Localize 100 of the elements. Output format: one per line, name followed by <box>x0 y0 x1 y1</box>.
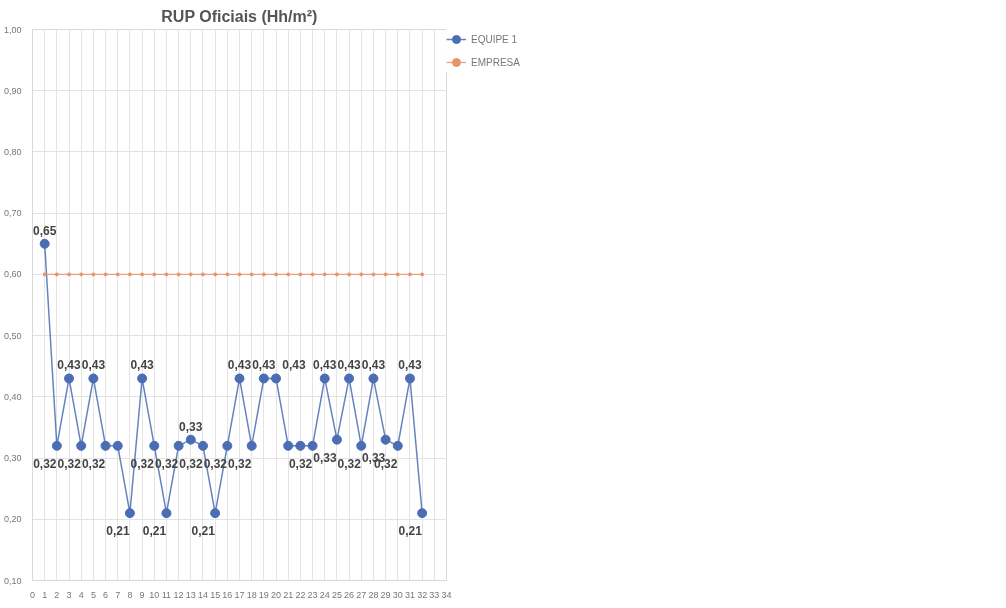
y-tick-label: 0,50 <box>3 330 22 341</box>
x-tick-label: 3 <box>66 589 72 600</box>
data-label: 0,32 <box>33 456 57 471</box>
point <box>149 440 160 451</box>
x-tick-label: 12 <box>173 589 184 600</box>
x-tick-label: 7 <box>115 589 121 600</box>
data-label: 0,32 <box>228 456 252 471</box>
legend-label: EQUIPE 1 <box>471 33 518 45</box>
data-label: 0,21 <box>142 524 167 539</box>
x-tick-label: 33 <box>429 589 440 600</box>
data-label: 0,21 <box>398 524 423 539</box>
data-label: 0,43 <box>252 358 276 373</box>
chart-title: RUP Oficiais (Hh/m²) <box>161 7 318 25</box>
point <box>213 272 218 277</box>
point <box>164 272 169 277</box>
point <box>64 373 75 384</box>
point <box>383 272 388 277</box>
point <box>140 272 145 277</box>
point <box>88 373 99 384</box>
point <box>124 508 135 519</box>
y-tick-label: 0,20 <box>3 514 22 525</box>
y-tick-label: 0,60 <box>3 269 22 280</box>
x-tick-label: 30 <box>392 589 403 600</box>
y-tick-label: 0,10 <box>3 575 22 586</box>
data-label: 0,32 <box>337 456 362 471</box>
x-tick-label: 28 <box>368 589 379 600</box>
point <box>54 272 59 277</box>
x-tick-label: 4 <box>78 589 84 600</box>
point <box>331 434 342 445</box>
data-label: 0,32 <box>179 456 203 471</box>
legend-label: EMPRESA <box>471 56 520 68</box>
point <box>286 272 291 277</box>
y-tick-label: 0,30 <box>3 453 22 464</box>
point <box>225 272 230 277</box>
x-tick-label: 31 <box>404 589 415 600</box>
point <box>380 434 391 445</box>
point <box>185 434 196 445</box>
point <box>310 272 315 277</box>
point <box>368 373 379 384</box>
point <box>420 272 425 277</box>
data-label: 0,43 <box>57 358 82 373</box>
data-label: 0,33 <box>313 450 337 465</box>
point <box>307 440 318 451</box>
point <box>115 272 120 277</box>
x-tick-label: 5 <box>90 589 96 600</box>
x-tick-label: 0 <box>30 589 36 600</box>
data-label: 0,43 <box>398 358 422 373</box>
point <box>200 272 205 277</box>
point <box>234 373 245 384</box>
point <box>161 508 172 519</box>
data-label: 0,43 <box>337 358 362 373</box>
point <box>271 373 282 384</box>
data-label: 0,43 <box>361 358 386 373</box>
x-tick-label: 11 <box>161 589 172 600</box>
data-label: 0,43 <box>130 358 155 373</box>
x-tick-label: 14 <box>197 589 208 600</box>
x-tick-label: 1 <box>42 589 48 600</box>
point <box>356 440 367 451</box>
point <box>371 272 376 277</box>
point <box>359 272 364 277</box>
point <box>347 272 352 277</box>
data-label: 0,32 <box>288 456 313 471</box>
point <box>407 272 412 277</box>
data-label: 0,33 <box>179 419 203 434</box>
point <box>392 440 403 451</box>
x-tick-label: 15 <box>210 589 221 600</box>
data-label: 0,21 <box>106 524 130 539</box>
x-tick-label: 19 <box>258 589 269 600</box>
point <box>322 272 327 277</box>
x-tick-label: 23 <box>307 589 318 600</box>
point <box>417 508 428 519</box>
x-tick-label: 8 <box>127 589 133 600</box>
point <box>67 272 72 277</box>
x-tick-label: 17 <box>234 589 245 600</box>
point <box>79 272 84 277</box>
point <box>404 373 415 384</box>
x-tick-label: 10 <box>149 589 160 600</box>
x-tick-label: 26 <box>344 589 355 600</box>
y-tick-label: 0,80 <box>3 146 22 157</box>
y-tick-label: 0,70 <box>3 208 22 219</box>
point <box>91 272 96 277</box>
point <box>298 272 303 277</box>
x-tick-label: 20 <box>271 589 282 600</box>
x-tick-label: 18 <box>246 589 257 600</box>
x-tick-label: 27 <box>356 589 367 600</box>
point <box>103 272 108 277</box>
point <box>222 440 233 451</box>
point <box>344 373 355 384</box>
x-tick-label: 6 <box>103 589 109 600</box>
point <box>334 272 339 277</box>
point <box>152 272 157 277</box>
point <box>295 440 306 451</box>
point <box>258 373 269 384</box>
point <box>127 272 132 277</box>
x-tick-label: 25 <box>331 589 342 600</box>
x-tick-label: 22 <box>295 589 306 600</box>
x-tick-label: 29 <box>380 589 391 600</box>
data-label: 0,32 <box>57 456 82 471</box>
x-tick-label: 24 <box>319 589 330 600</box>
point <box>112 440 123 451</box>
